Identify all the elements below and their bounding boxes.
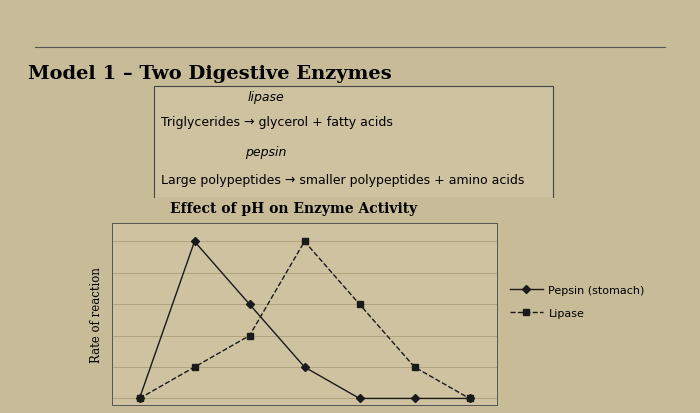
Text: Effect of pH on Enzyme Activity: Effect of pH on Enzyme Activity [170, 202, 418, 216]
Text: Model 1 – Two Digestive Enzymes: Model 1 – Two Digestive Enzymes [28, 64, 391, 82]
Y-axis label: Rate of reaction: Rate of reaction [90, 266, 103, 362]
FancyBboxPatch shape [154, 87, 553, 198]
Legend: Pepsin (stomach), Lipase: Pepsin (stomach), Lipase [510, 285, 645, 318]
Text: Triglycerides → glycerol + fatty acids: Triglycerides → glycerol + fatty acids [161, 116, 393, 129]
Text: Large polypeptides → smaller polypeptides + amino acids: Large polypeptides → smaller polypeptide… [161, 174, 524, 187]
Text: pepsin: pepsin [245, 146, 286, 159]
Text: lipase: lipase [247, 91, 284, 104]
